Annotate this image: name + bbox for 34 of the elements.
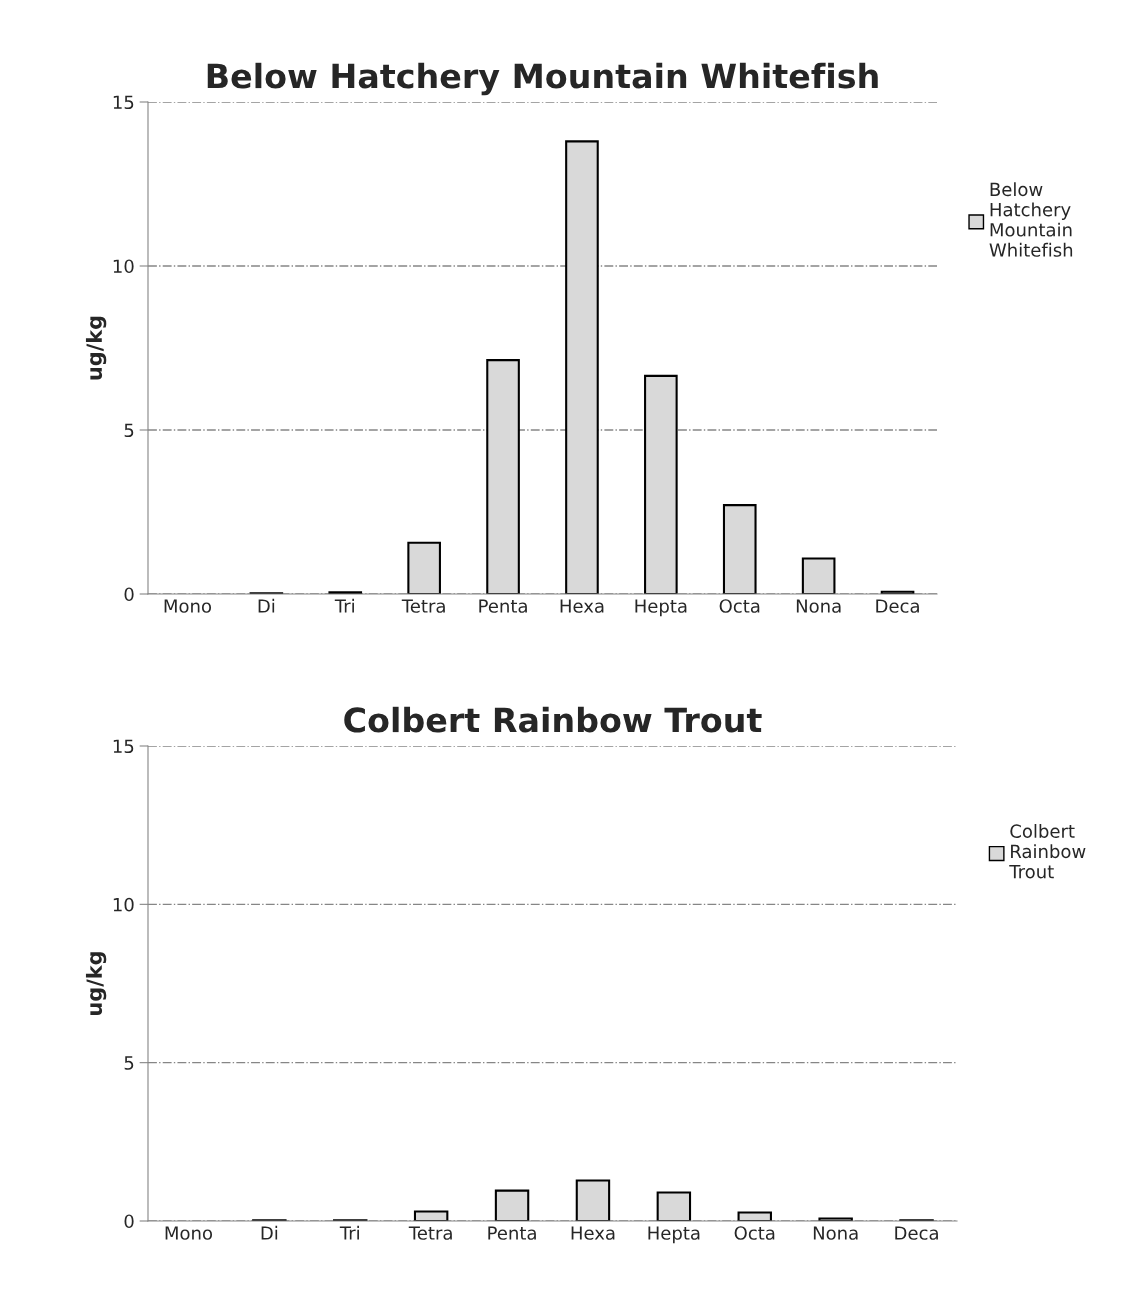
x-tick-label: Octa (734, 1226, 775, 1240)
x-tick-label: Di (261, 1225, 278, 1240)
x-tick-label: Hepta (648, 1226, 700, 1244)
x-tick-label: Hepta (635, 599, 687, 617)
x-tick-label: Mono (165, 1226, 213, 1240)
x-tick-label: Tri (334, 598, 354, 613)
x-tick-label: Octa (719, 599, 760, 613)
chart-title: Colbert Rainbow Trout (344, 706, 762, 733)
y-tick-label: 10 (113, 897, 134, 912)
y-axis-title: ug/kg (85, 316, 107, 380)
chart-title: Below Hatchery Mountain Whitefish (207, 62, 878, 96)
y-axis-title: ug/kg (85, 952, 107, 1015)
y-tick-label: 15 (113, 95, 134, 110)
y-tick-label: 5 (124, 1056, 134, 1070)
x-tick-label: Mono (164, 599, 212, 613)
legend-label: Below Hatchery Mountain Whitefish (989, 182, 1073, 257)
y-tick-label: 5 (124, 423, 134, 438)
x-tick-label: Deca (895, 1226, 938, 1240)
legend-label: Colbert Rainbow Trout (1009, 824, 1086, 879)
y-tick-label: 15 (113, 739, 134, 754)
y-tick-label: 0 (124, 1214, 134, 1229)
x-tick-label: Tri (339, 1225, 359, 1240)
x-tick-label: Penta (479, 599, 527, 613)
y-tick-label: 10 (113, 259, 134, 274)
x-tick-label: Hexa (571, 1226, 615, 1240)
x-tick-label: Deca (876, 599, 919, 613)
x-tick-label: Hexa (560, 599, 604, 613)
y-tick-label: 0 (124, 587, 134, 602)
x-tick-label: Tetra (401, 599, 445, 613)
x-tick-label: Nona (813, 1226, 858, 1240)
x-tick-label: Tetra (408, 1226, 452, 1240)
x-tick-label: Nona (796, 599, 841, 613)
x-tick-label: Penta (488, 1226, 536, 1240)
x-tick-label: Di (258, 598, 275, 613)
